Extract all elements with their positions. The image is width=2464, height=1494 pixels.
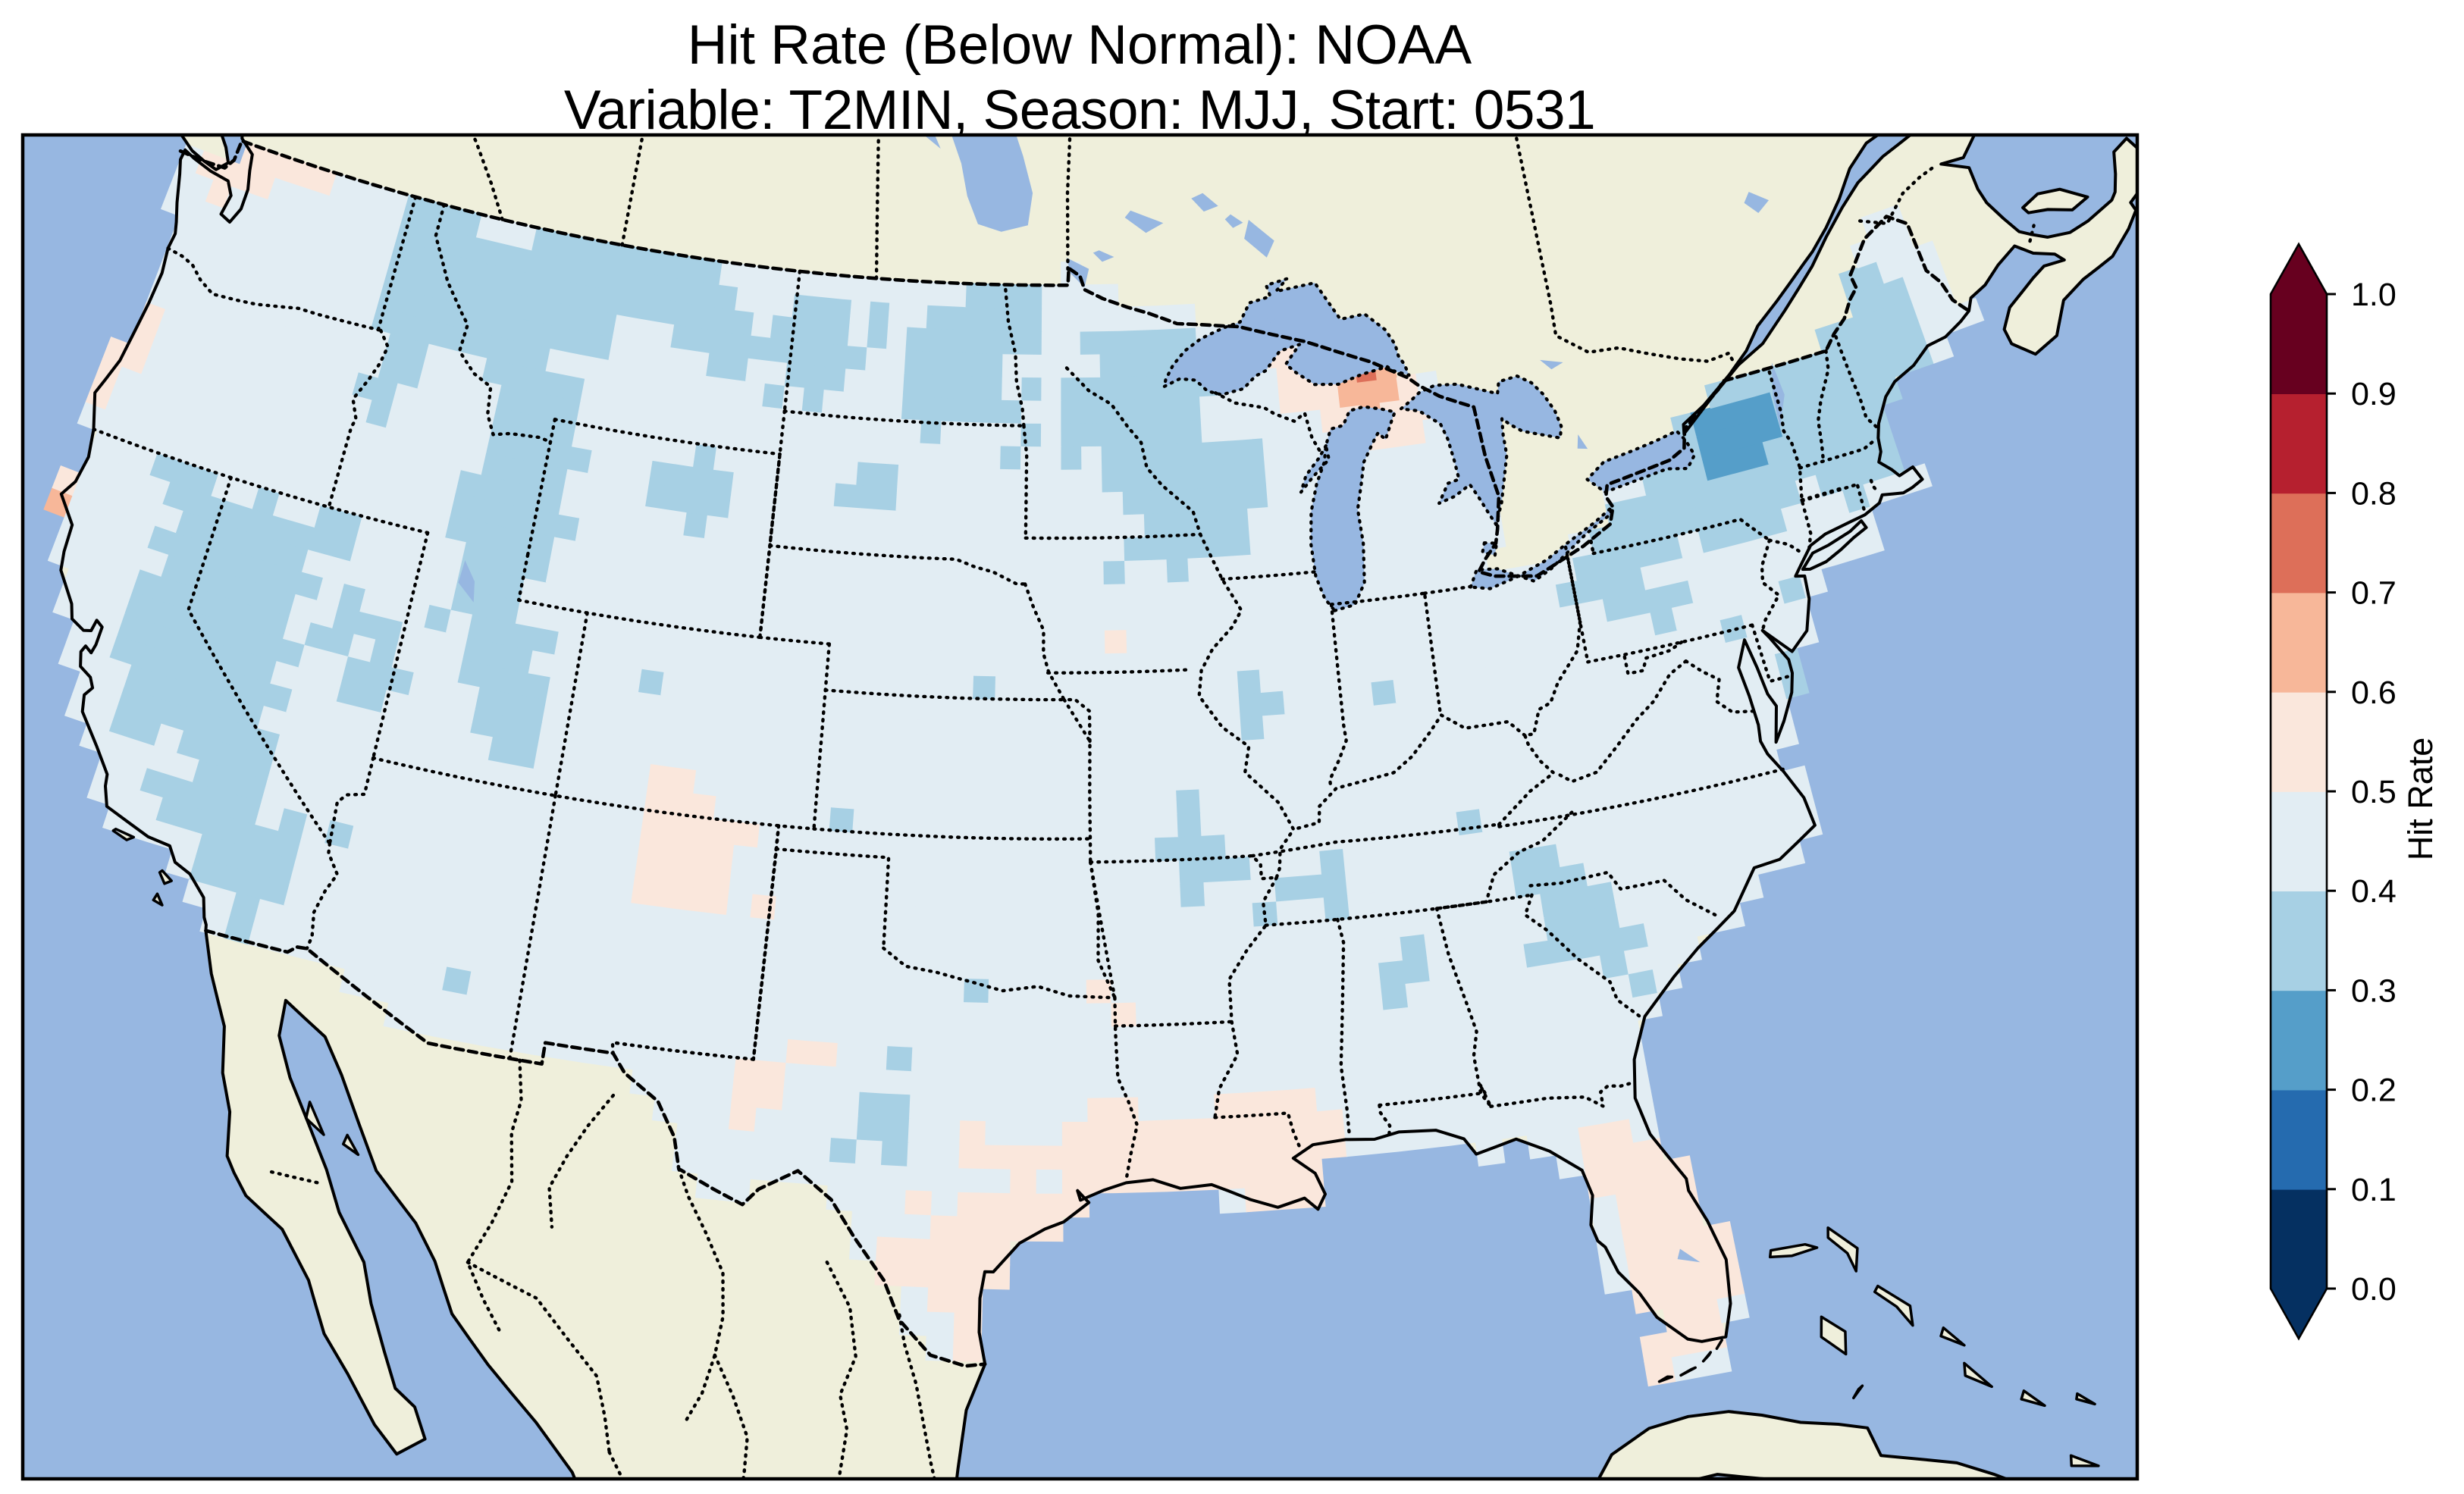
svg-text:Variable: T2MIN, Season: MJJ,: Variable: T2MIN, Season: MJJ, Start: 053… xyxy=(564,80,1595,141)
svg-text:Hit Rate: Hit Rate xyxy=(2401,738,2440,861)
svg-text:0.4: 0.4 xyxy=(2351,873,2397,910)
svg-text:1.0: 1.0 xyxy=(2351,277,2397,313)
svg-text:0.3: 0.3 xyxy=(2351,973,2397,1009)
svg-text:0.9: 0.9 xyxy=(2351,376,2397,412)
svg-text:0.8: 0.8 xyxy=(2351,475,2397,512)
svg-text:0.1: 0.1 xyxy=(2351,1172,2397,1208)
svg-text:Hit Rate (Below Normal): NOAA: Hit Rate (Below Normal): NOAA xyxy=(688,14,1472,76)
svg-text:0.2: 0.2 xyxy=(2351,1073,2397,1109)
svg-text:0.7: 0.7 xyxy=(2351,575,2397,612)
svg-text:0.6: 0.6 xyxy=(2351,675,2397,711)
svg-text:0.5: 0.5 xyxy=(2351,774,2397,810)
svg-text:0.0: 0.0 xyxy=(2351,1271,2397,1308)
